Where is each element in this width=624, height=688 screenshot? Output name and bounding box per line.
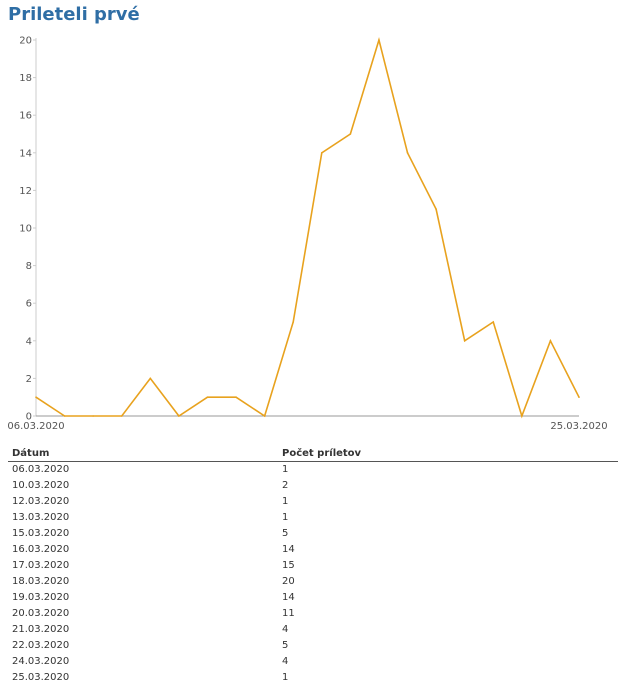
column-header-count: Počet príletov [278,446,618,462]
page-title: Prileteli prvé [8,4,140,25]
table-cell-count: 15 [282,560,295,571]
table-cell-count: 2 [282,480,289,491]
data-point [92,415,94,417]
table-cell-count: 20 [282,576,295,587]
y-tick-label: 0 [26,412,32,423]
data-point [578,396,580,399]
series-line [35,37,580,419]
table-cell-date: 15.03.2020 [12,528,70,539]
y-tick-label: 12 [19,186,32,197]
table-cell-date: 25.03.2020 [12,672,70,683]
data-point [378,39,380,41]
table-row: 21.03.2020 4 [8,622,618,638]
data-point [463,340,466,342]
y-tick-label: 4 [26,336,32,347]
table-row: 19.03.2020 14 [8,590,618,606]
data-point [492,321,495,323]
data-point [206,396,209,399]
table-cell-count: 5 [282,640,289,651]
x-tick-label: 25.03.2020 [550,421,607,432]
x-tick-label: 06.03.2020 [7,421,64,432]
y-tick-label: 6 [26,299,32,310]
table-cell-count: 1 [282,512,289,523]
table-cell-count: 14 [282,544,295,555]
table-cell-date: 18.03.2020 [12,576,70,587]
y-tick-label: 16 [19,111,32,122]
table-cell-date: 19.03.2020 [12,592,70,603]
data-point [349,133,352,135]
table-row: 20.03.2020 11 [8,606,618,622]
table-header-row: Dátum Počet príletov [8,446,618,462]
data-point [235,396,237,399]
table-row: 17.03.2020 15 [8,558,618,574]
table-row: 24.03.2020 4 [8,654,618,670]
table-cell-count: 11 [282,608,295,619]
table-cell-date: 16.03.2020 [12,544,70,555]
series-group [35,37,580,419]
table-cell-date: 17.03.2020 [12,560,70,571]
data-point [63,415,66,417]
table-body: 06.03.2020 1 10.03.2020 2 12.03.2020 1 13.03.2… [8,462,618,687]
table-row: 16.03.2020 14 [8,542,618,558]
column-header-date: Dátum [8,446,278,462]
table-cell-date: 24.03.2020 [12,656,70,667]
data-point [406,152,409,154]
table-cell-date: 22.03.2020 [12,640,70,651]
data-table: Dátum Počet príletov 06.03.2020 1 10.03.20… [8,446,618,686]
table-cell-count: 14 [282,592,295,603]
data-point [549,340,552,342]
line-chart: 0 2 4 6 8 10 12 14 16 18 20 06.03.2020 25.03.2020 [7,36,608,433]
table-row: 06.03.2020 1 [8,462,618,479]
data-point [178,415,180,417]
table-cell-date: 13.03.2020 [12,512,70,523]
table-cell-date: 20.03.2020 [12,608,70,619]
y-axis: 0 2 4 6 8 10 12 14 16 18 20 [19,36,37,423]
data-point [292,321,295,323]
table-row: 12.03.2020 1 [8,494,618,510]
data-point [521,415,523,417]
y-tick-label: 18 [19,73,32,84]
table-row: 10.03.2020 2 [8,478,618,494]
table-cell-count: 1 [282,672,289,683]
table-cell-count: 4 [282,624,289,635]
y-tick-label: 2 [26,374,32,385]
y-tick-label: 20 [19,36,32,47]
table-cell-date: 06.03.2020 [12,464,70,475]
table-cell-count: 1 [282,464,289,475]
table-row: 22.03.2020 5 [8,638,618,654]
data-point [149,377,152,380]
data-point [435,208,437,210]
data-point [320,152,323,154]
y-tick-label: 14 [19,148,32,159]
table-cell-date: 21.03.2020 [12,624,70,635]
table-row: 18.03.2020 20 [8,574,618,590]
table-cell-date: 10.03.2020 [12,480,70,491]
data-point [120,415,123,417]
y-tick-label: 10 [19,224,32,235]
x-axis: 06.03.2020 25.03.2020 [7,415,608,432]
data-point [35,396,37,399]
table-row: 15.03.2020 5 [8,526,618,542]
y-tick-label: 8 [26,261,32,272]
table-cell-count: 5 [282,528,289,539]
data-table-container: Dátum Počet príletov 06.03.2020 1 10.03.20… [8,446,618,686]
table-cell-count: 1 [282,496,289,507]
table-row: 25.03.2020 1 [8,670,618,686]
data-point [263,415,266,417]
table-cell-count: 4 [282,656,289,667]
table-row: 13.03.2020 1 [8,510,618,526]
table-cell-date: 12.03.2020 [12,496,70,507]
